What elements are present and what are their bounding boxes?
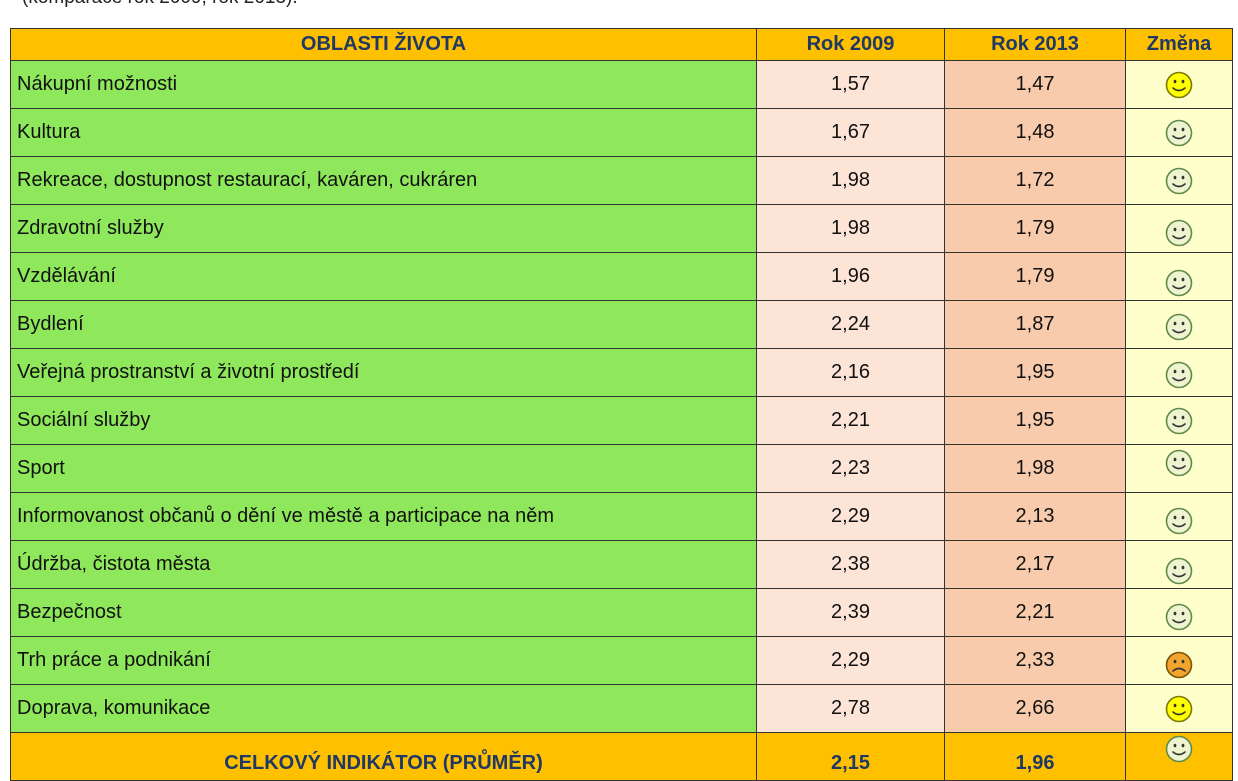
smiley-icon [1165,313,1193,340]
value-cell: 2,21 [944,588,1126,637]
header-cell: Rok 2009 [756,28,945,61]
change-cell [1125,348,1233,397]
value-cell: 1,47 [944,60,1126,109]
change-cell [1125,636,1233,685]
value-cell: 2,78 [756,684,945,733]
row-label: Zdravotní služby [10,204,757,253]
row-label: Sport [10,444,757,493]
total-change [1125,732,1233,781]
change-cell [1125,300,1233,349]
row-label: Doprava, komunikace [10,684,757,733]
change-cell [1125,204,1233,253]
value-cell: 2,23 [756,444,945,493]
value-cell: 1,48 [944,108,1126,157]
smiley-icon [1165,71,1193,98]
total-value: 2,15 [756,732,945,781]
total-label: CELKOVÝ INDIKÁTOR (PRŮMĚR) [10,732,757,781]
value-cell: 2,66 [944,684,1126,733]
row-label: Bezpečnost [10,588,757,637]
value-cell: 1,98 [756,204,945,253]
change-cell [1125,396,1233,445]
value-cell: 1,98 [756,156,945,205]
value-cell: 2,29 [756,492,945,541]
change-cell [1125,444,1233,493]
value-cell: 1,95 [944,348,1126,397]
change-cell [1125,108,1233,157]
value-cell: 2,33 [944,636,1126,685]
value-cell: 2,13 [944,492,1126,541]
change-cell [1125,540,1233,589]
row-label: Trh práce a podnikání [10,636,757,685]
smiley-icon [1165,119,1193,146]
change-cell [1125,492,1233,541]
change-cell [1125,156,1233,205]
value-cell: 1,87 [944,300,1126,349]
value-cell: 1,79 [944,204,1126,253]
row-label: Informovanost občanů o dění ve městě a p… [10,492,757,541]
smiley-icon [1165,269,1193,296]
smiley-icon [1165,651,1193,678]
row-label: Sociální služby [10,396,757,445]
change-cell [1125,252,1233,301]
row-label: Nákupní možnosti [10,60,757,109]
value-cell: 1,79 [944,252,1126,301]
value-cell: 2,24 [756,300,945,349]
smiley-icon [1165,603,1193,630]
smiley-icon [1165,557,1193,584]
smiley-icon [1165,407,1193,434]
smiley-icon [1165,361,1193,388]
smiley-icon [1165,219,1193,246]
row-label: Údržba, čistota města [10,540,757,589]
row-label: Rekreace, dostupnost restaurací, kaváren… [10,156,757,205]
value-cell: 2,29 [756,636,945,685]
row-label: Kultura [10,108,757,157]
header-cell: OBLASTI ŽIVOTA [10,28,757,61]
header-cell: Změna [1125,28,1233,61]
value-cell: 1,98 [944,444,1126,493]
smiley-icon [1165,695,1193,722]
value-cell: 1,95 [944,396,1126,445]
change-cell [1125,60,1233,109]
value-cell: 2,17 [944,540,1126,589]
value-cell: 2,21 [756,396,945,445]
change-cell [1125,684,1233,733]
value-cell: 2,16 [756,348,945,397]
smiley-icon [1165,507,1193,534]
total-value: 1,96 [944,732,1126,781]
caption: (komparace rok 2009, rok 2013). [22,0,298,9]
value-cell: 1,72 [944,156,1126,205]
value-cell: 1,67 [756,108,945,157]
row-label: Veřejná prostranství a životní prostředí [10,348,757,397]
change-cell [1125,588,1233,637]
row-label: Bydlení [10,300,757,349]
value-cell: 1,57 [756,60,945,109]
smiley-icon [1165,449,1193,476]
smiley-icon [1165,167,1193,194]
value-cell: 1,96 [756,252,945,301]
value-cell: 2,38 [756,540,945,589]
row-label: Vzdělávání [10,252,757,301]
value-cell: 2,39 [756,588,945,637]
smiley-icon [1165,735,1193,763]
header-cell: Rok 2013 [944,28,1126,61]
